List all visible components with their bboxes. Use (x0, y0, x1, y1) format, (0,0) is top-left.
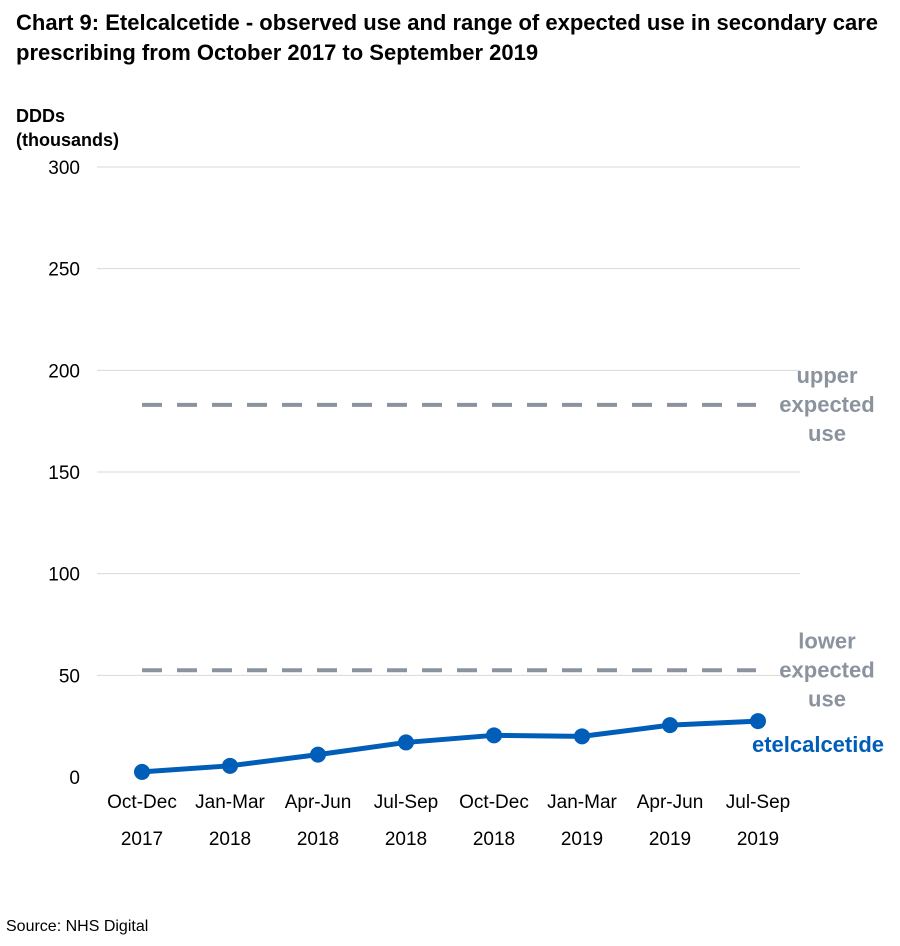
y-tick-label: 300 (48, 158, 80, 179)
lower-expected-use-label: use (808, 686, 846, 711)
y-tick-label: 100 (48, 565, 80, 586)
x-tick-label-period: Oct-Dec (107, 792, 177, 813)
y-axis-label-line-1: DDDs (16, 106, 66, 126)
data-point (222, 757, 238, 774)
x-tick-label-year: 2019 (737, 829, 779, 850)
upper-expected-use-label: upper (796, 363, 858, 388)
x-tick-label-period: Oct-Dec (459, 792, 529, 813)
source-note: Source: NHS Digital (6, 918, 149, 935)
y-tick-label: 150 (48, 463, 80, 484)
etelcalcetide-series-line (139, 718, 761, 775)
x-tick-label-year: 2018 (209, 829, 251, 850)
data-point (134, 763, 150, 780)
x-tick-label-period: Jul-Sep (726, 792, 790, 813)
lower-expected-use-label: lower (798, 628, 856, 653)
data-point (662, 717, 678, 734)
x-tick-label-year: 2019 (649, 829, 691, 850)
y-tick-label: 50 (59, 666, 80, 687)
x-tick-label-year: 2018 (297, 829, 339, 850)
x-tick-label-period: Jul-Sep (374, 792, 438, 813)
y-axis-label: DDDs (thousands) (16, 104, 119, 152)
upper-expected-use-label: use (808, 421, 846, 446)
data-point (486, 727, 502, 744)
y-tick-label: 250 (48, 260, 80, 281)
x-tick-label-period: Apr-Jun (637, 792, 704, 813)
x-tick-label-year: 2018 (385, 829, 427, 850)
data-point (310, 746, 326, 763)
x-tick-label-period: Jan-Mar (195, 792, 265, 813)
x-tick-label-period: Jan-Mar (547, 792, 617, 813)
y-axis-label-line-2: (thousands) (16, 130, 119, 150)
x-tick-label-year: 2017 (121, 829, 163, 850)
upper-expected-use-label: expected (779, 392, 874, 417)
x-tick-label-year: 2018 (473, 829, 515, 850)
x-tick-label-year: 2019 (561, 829, 603, 850)
y-tick-label: 0 (69, 768, 80, 789)
chart-title: Chart 9: Etelcalcetide - observed use an… (16, 10, 878, 65)
series-label-etelcalcetide: etelcalcetide (752, 732, 884, 757)
data-point (398, 734, 414, 751)
data-point (750, 713, 766, 730)
x-tick-label-period: Apr-Jun (285, 792, 352, 813)
data-point (574, 728, 590, 745)
lower-expected-use-label: expected (779, 657, 874, 682)
y-tick-label: 200 (48, 361, 80, 382)
